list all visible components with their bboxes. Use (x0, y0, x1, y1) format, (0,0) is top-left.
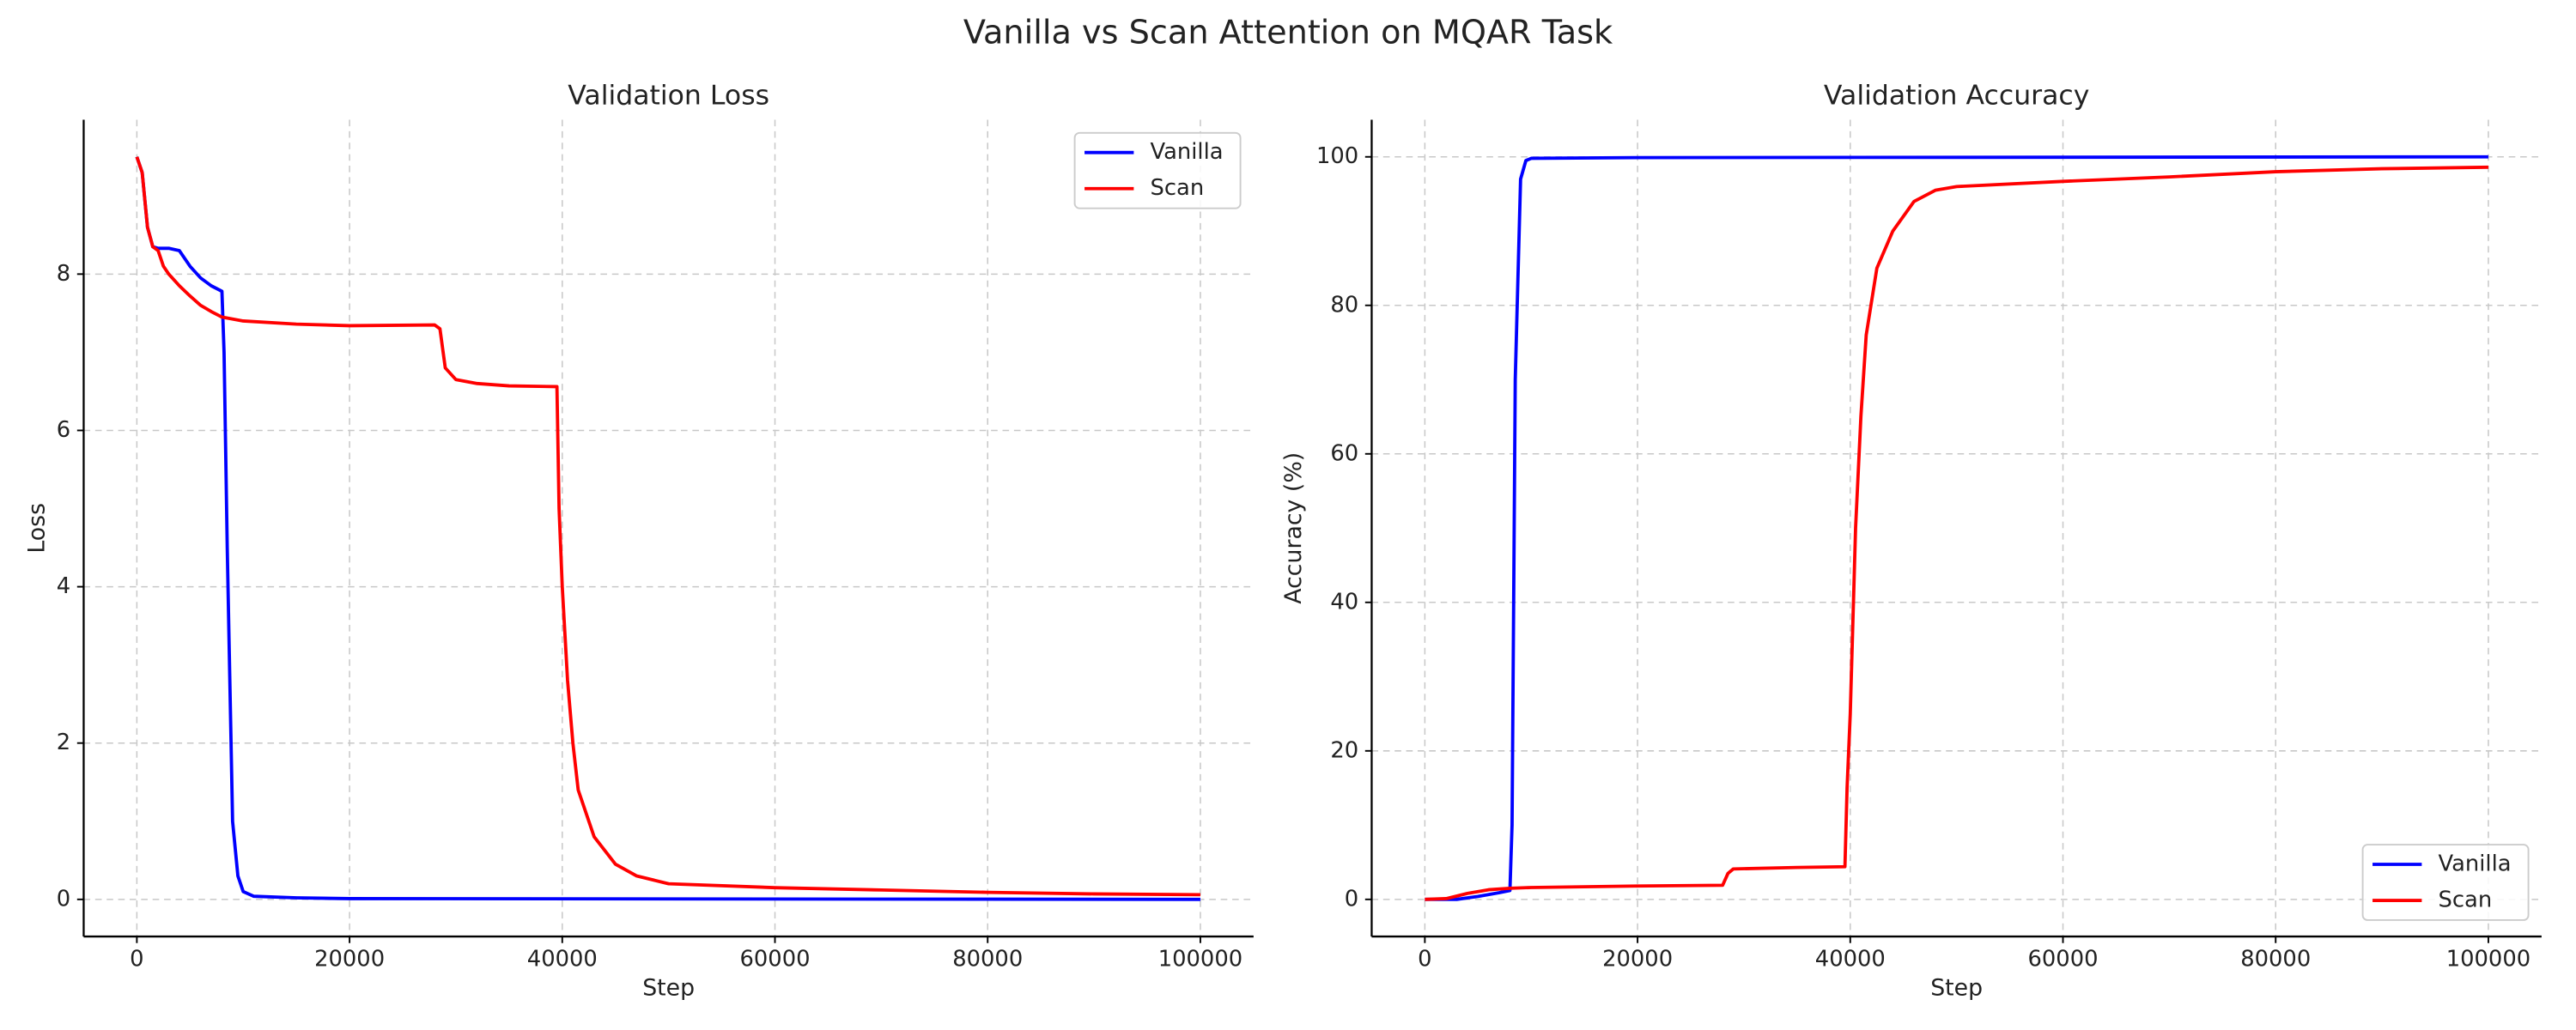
data-line (1425, 165, 2488, 901)
legend-label: Scan (1150, 175, 1204, 201)
y-tick-label: 40 (1330, 589, 1358, 615)
x-axis-label: Step (1930, 975, 1983, 1002)
x-tick-label: 80000 (952, 946, 1023, 972)
subplot-title: Validation Accuracy (1824, 81, 2090, 112)
legend-label: Scan (2438, 888, 2492, 913)
x-tick-label: 80000 (2240, 946, 2311, 972)
x-tick-label: 20000 (1602, 946, 1673, 972)
x-tick-label: 60000 (740, 946, 811, 972)
subplot: Validation Accuracy Step Accuracy (%) 0 2000… (1280, 81, 2542, 1002)
x-axis-label: Step (642, 975, 695, 1002)
legend: Vanilla Scan (2361, 844, 2530, 921)
y-tick-label: 60 (1330, 440, 1358, 466)
x-tick-label: 100000 (1158, 946, 1242, 972)
y-tick-label: 20 (1330, 737, 1358, 763)
legend: Vanilla Scan (1073, 131, 1242, 209)
y-tick-label: 4 (57, 573, 70, 599)
y-tick-label: 2 (57, 730, 70, 755)
y-tick-label: 80 (1330, 292, 1358, 318)
legend-label: Vanilla (1150, 139, 1223, 165)
y-tick-label: 8 (57, 261, 70, 287)
subplot-title: Validation Loss (568, 81, 769, 112)
x-tick-label: 40000 (527, 946, 598, 972)
y-tick-label: 0 (57, 886, 70, 912)
x-tick-label: 20000 (314, 946, 385, 972)
data-line (135, 156, 1200, 897)
x-tick-label: 40000 (1815, 946, 1886, 972)
legend-label: Vanilla (2438, 851, 2511, 877)
x-tick-label: 0 (1418, 946, 1431, 972)
data-line (1425, 154, 2488, 901)
x-tick-label: 0 (130, 946, 143, 972)
y-axis-label: Accuracy (%) (1280, 452, 1307, 604)
subplot: Validation Loss Step Loss 0 20000 40000 60000 8… (23, 81, 1254, 1002)
y-tick-label: 6 (57, 417, 70, 443)
x-tick-label: 60000 (2028, 946, 2099, 972)
x-tick-label: 100000 (2446, 946, 2530, 972)
y-tick-label: 0 (1345, 886, 1358, 912)
y-tick-label: 100 (1316, 143, 1358, 169)
figure-title: Vanilla vs Scan Attention on MQAR Task (963, 15, 1613, 52)
data-line (135, 156, 1200, 901)
y-axis-label: Loss (23, 503, 50, 554)
